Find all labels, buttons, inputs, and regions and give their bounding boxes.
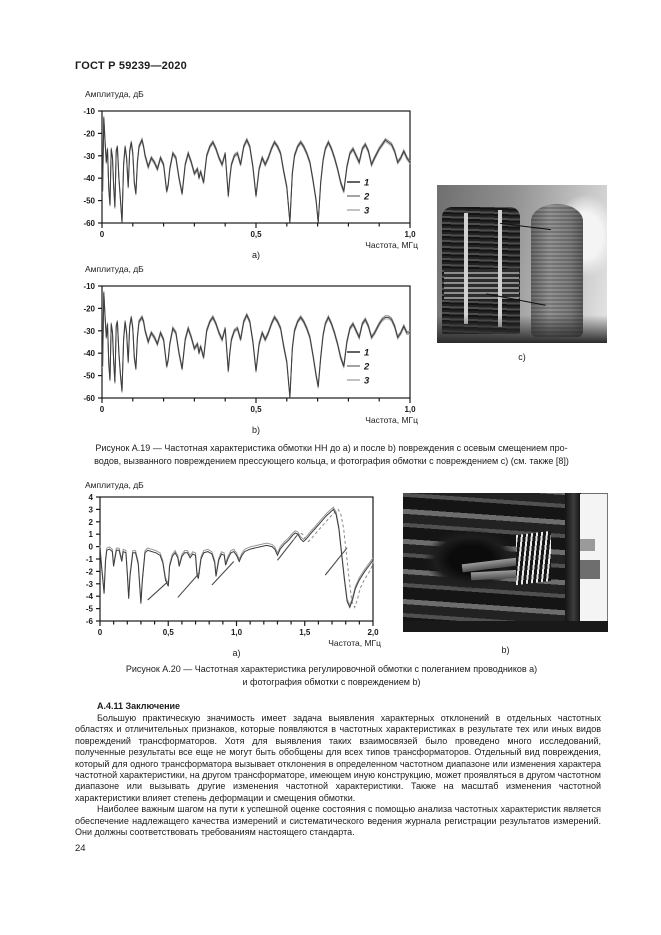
svg-text:-10: -10 <box>83 282 95 291</box>
svg-text:-2: -2 <box>86 567 94 576</box>
svg-text:2: 2 <box>89 518 94 527</box>
svg-text:a): a) <box>232 648 240 658</box>
svg-text:1: 1 <box>364 348 369 359</box>
svg-text:0: 0 <box>100 405 105 414</box>
page-number: 24 <box>75 843 86 854</box>
conductor-stack <box>515 531 551 586</box>
winding-damage-photo-b <box>403 493 608 632</box>
svg-text:2: 2 <box>363 192 370 203</box>
svg-text:1,0: 1,0 <box>231 628 243 637</box>
svg-text:-20: -20 <box>83 129 95 138</box>
svg-text:1: 1 <box>89 530 94 539</box>
photo-base-shadow <box>437 314 607 343</box>
svg-text:Частота, МГц: Частота, МГц <box>328 638 381 648</box>
figure-a19-caption-line2: водов, вызванного повреждением прессующе… <box>94 456 569 466</box>
svg-text:Частота, МГц: Частота, МГц <box>365 415 418 425</box>
svg-text:3: 3 <box>364 376 370 387</box>
svg-text:-5: -5 <box>86 605 94 614</box>
svg-text:-20: -20 <box>83 304 95 313</box>
svg-text:2: 2 <box>363 362 370 373</box>
svg-text:-30: -30 <box>83 327 95 336</box>
figure-a20-caption-line1: Рисунок А.20 — Частотная характеристика … <box>125 664 538 674</box>
figure-a19-caption-line1: Рисунок А.19 — Частотная характеристика … <box>95 443 568 453</box>
winding-damage-photo-c <box>437 185 607 343</box>
pressboard-spacer <box>498 210 503 328</box>
svg-text:1,0: 1,0 <box>404 405 416 414</box>
svg-text:1,0: 1,0 <box>404 230 416 239</box>
page-header: ГОСТ Р 59239—2020 <box>75 60 187 72</box>
svg-text:Частота, МГц: Частота, МГц <box>365 240 418 250</box>
svg-text:0: 0 <box>100 230 105 239</box>
figure-a20-caption-line2: и фотография обмотки с повреждением b) <box>242 677 421 687</box>
svg-text:-10: -10 <box>83 107 95 116</box>
svg-text:0,5: 0,5 <box>250 230 262 239</box>
chart-a19-frequency-response-a: -10 -20 -30 -40 -50 -60 0 0,5 1,0 Амплитуда, дБ Ча… <box>83 89 418 260</box>
svg-text:3: 3 <box>364 206 370 217</box>
svg-text:-6: -6 <box>86 617 94 626</box>
figure-a20-caption: Рисунок А.20 — Частотная характеристика … <box>68 663 595 689</box>
winding-coil-band <box>443 268 519 299</box>
svg-text:b): b) <box>252 425 260 435</box>
svg-text:4: 4 <box>89 493 94 502</box>
svg-text:-40: -40 <box>83 349 95 358</box>
svg-text:1: 1 <box>364 178 369 189</box>
edge-notch <box>580 538 595 551</box>
winding-cylinder <box>530 203 584 337</box>
chart-a20-frequency-response-a: 4 3 2 1 0 -1 -2 -3 -4 -5 -6 0 0,5 1,0 1,5 2,0 Амплитуда,… <box>85 480 381 658</box>
conclusion-paragraph-2: Наиболее важным шагом на пути к успешной… <box>75 804 601 838</box>
chart-a19-frequency-response-b: -10 -20 -30 -40 -50 -60 0 0,5 1,0 Амплитуда, дБ Ча… <box>83 264 418 435</box>
svg-text:a): a) <box>252 250 260 260</box>
svg-text:-40: -40 <box>83 174 95 183</box>
svg-text:-30: -30 <box>83 152 95 161</box>
svg-text:-50: -50 <box>83 197 95 206</box>
svg-text:1,5: 1,5 <box>299 628 311 637</box>
svg-text:-50: -50 <box>83 372 95 381</box>
svg-text:0: 0 <box>98 628 103 637</box>
photo-b-label: b) <box>501 645 510 655</box>
svg-text:0,5: 0,5 <box>163 628 175 637</box>
bright-edge-strip <box>580 494 608 626</box>
svg-text:-60: -60 <box>83 394 95 403</box>
conclusion-paragraph-1: Большую практическую значимость имеет за… <box>75 713 601 803</box>
edge-notch <box>580 559 600 580</box>
photo-c-label: c) <box>518 352 526 362</box>
svg-text:-3: -3 <box>86 580 94 589</box>
svg-text:2,0: 2,0 <box>367 628 379 637</box>
section-heading-a411: А.4.11 Заключение <box>97 701 181 711</box>
svg-text:-1: -1 <box>86 555 94 564</box>
svg-text:Амплитуда, дБ: Амплитуда, дБ <box>85 89 144 99</box>
svg-text:Амплитуда, дБ: Амплитуда, дБ <box>85 264 144 274</box>
svg-text:0,5: 0,5 <box>250 405 262 414</box>
figure-a19-caption: Рисунок А.19 — Частотная характеристика … <box>68 442 595 468</box>
svg-text:-60: -60 <box>83 219 95 228</box>
photo-bottom-band <box>403 620 608 632</box>
svg-text:Амплитуда, дБ: Амплитуда, дБ <box>85 480 144 490</box>
svg-text:0: 0 <box>89 543 94 552</box>
vertical-post <box>564 493 582 632</box>
pressboard-spacer <box>464 213 469 325</box>
svg-text:-4: -4 <box>86 592 94 601</box>
svg-text:3: 3 <box>89 505 94 514</box>
conclusion-text: Большую практическую значимость имеет за… <box>75 713 601 838</box>
